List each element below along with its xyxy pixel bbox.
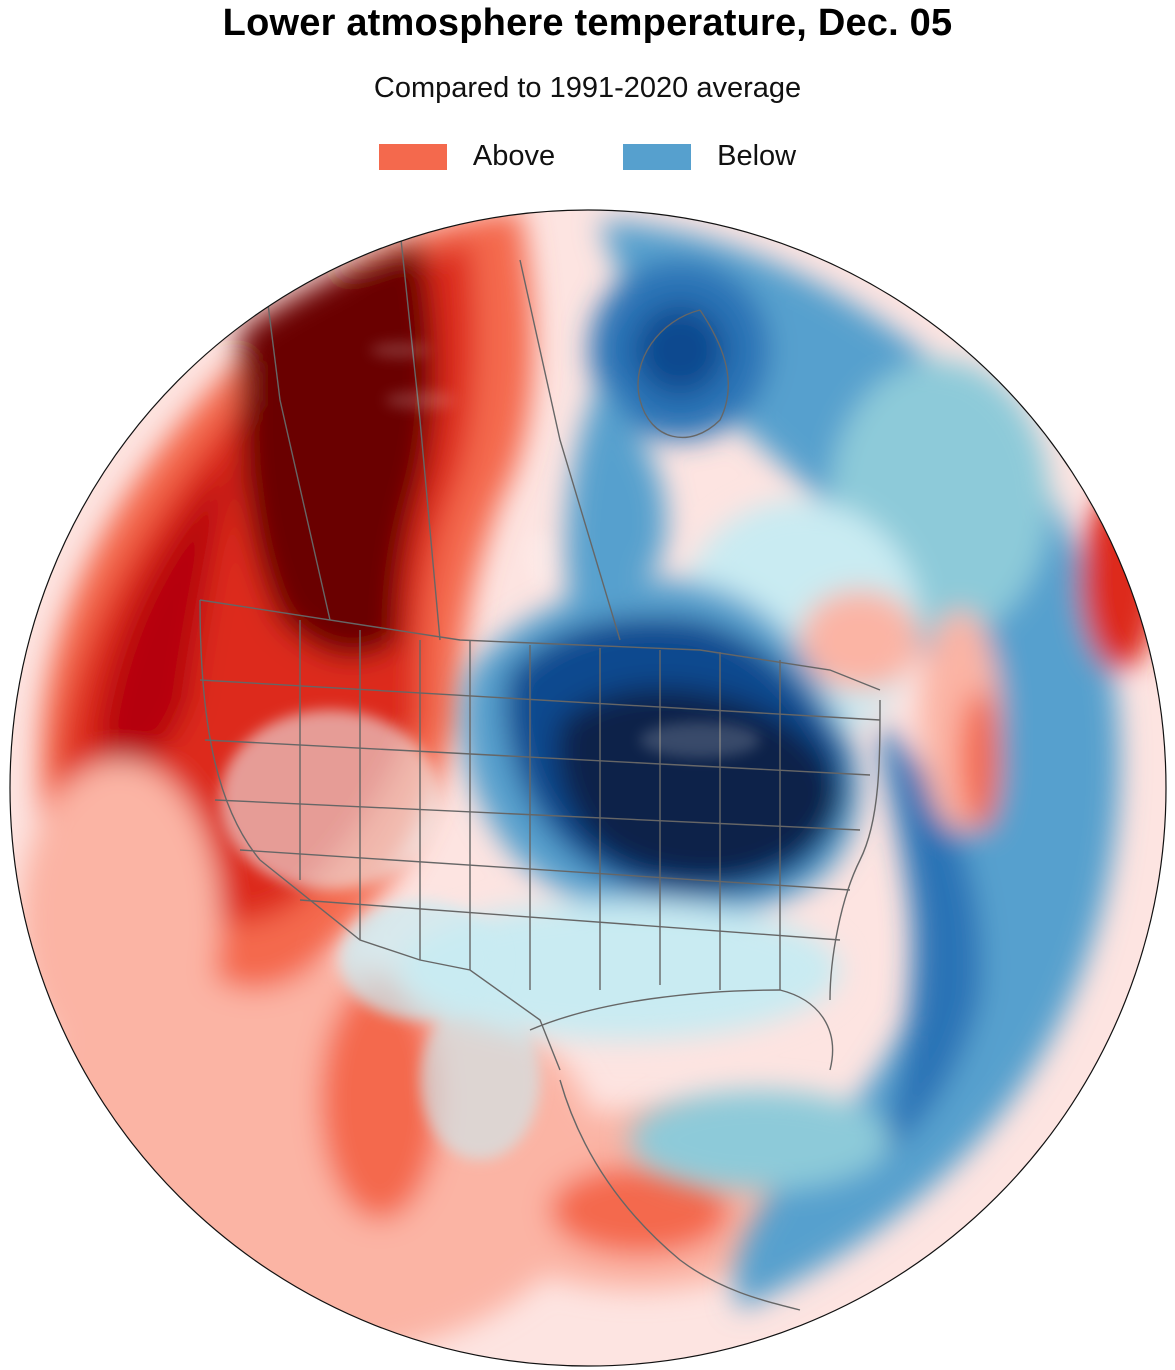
anomaly-cool-central-mexico [420,1000,540,1160]
border-us-mexico [259,859,561,1071]
globe-outline [9,209,1167,1367]
globe-map [0,200,1175,1370]
anomaly-cool-south-us [400,900,840,1040]
coast-gulf [529,989,834,1071]
borders [199,229,881,1311]
legend-label-above: Above [472,140,556,172]
legend-item-above: Above [378,140,556,173]
legend-item-below: Below [623,140,796,173]
anomaly-cool-caribbean [630,1090,890,1190]
legend-swatch-above [378,143,447,170]
map-title: Lower atmosphere temperature, Dec. 05 [222,2,953,44]
cloud-1 [370,342,430,358]
anomaly-warm-pacific-edge [20,760,220,1080]
coast-mexico-south [559,1079,801,1311]
anomaly-warm-gulf-core [550,1165,730,1255]
state-lines-horizontal [199,679,881,941]
anomaly-cool-atlantic-core [880,720,982,1160]
coast-east [829,699,881,1001]
anomaly-cool-arctic-tail [566,380,667,604]
border-us-canada [199,599,881,691]
anomaly-warm-pacific-core [100,460,230,768]
cloud-4 [640,722,760,758]
cloud-wisps [370,342,760,758]
anomaly-cool-central-core [556,686,840,881]
cloud-2 [385,391,455,409]
anomaly-warm-maritimes-core [960,690,1000,830]
legend: Above Below [0,140,1175,173]
globe-svg [9,209,1167,1367]
map-subtitle: Compared to 1991-2020 average [373,72,802,104]
legend-label-below: Below [717,140,797,172]
coast-hudson-bay [637,309,729,439]
anomaly-warm-quebec [800,590,920,690]
anomaly-warm-mexico [320,980,440,1220]
cloud-3 [526,532,554,588]
coast-west [199,599,261,861]
anomaly-cool-arctic-core [635,305,725,395]
anomaly-neutral-great-basin [220,710,440,890]
state-lines-vertical [299,620,781,990]
legend-swatch-below [623,143,692,170]
